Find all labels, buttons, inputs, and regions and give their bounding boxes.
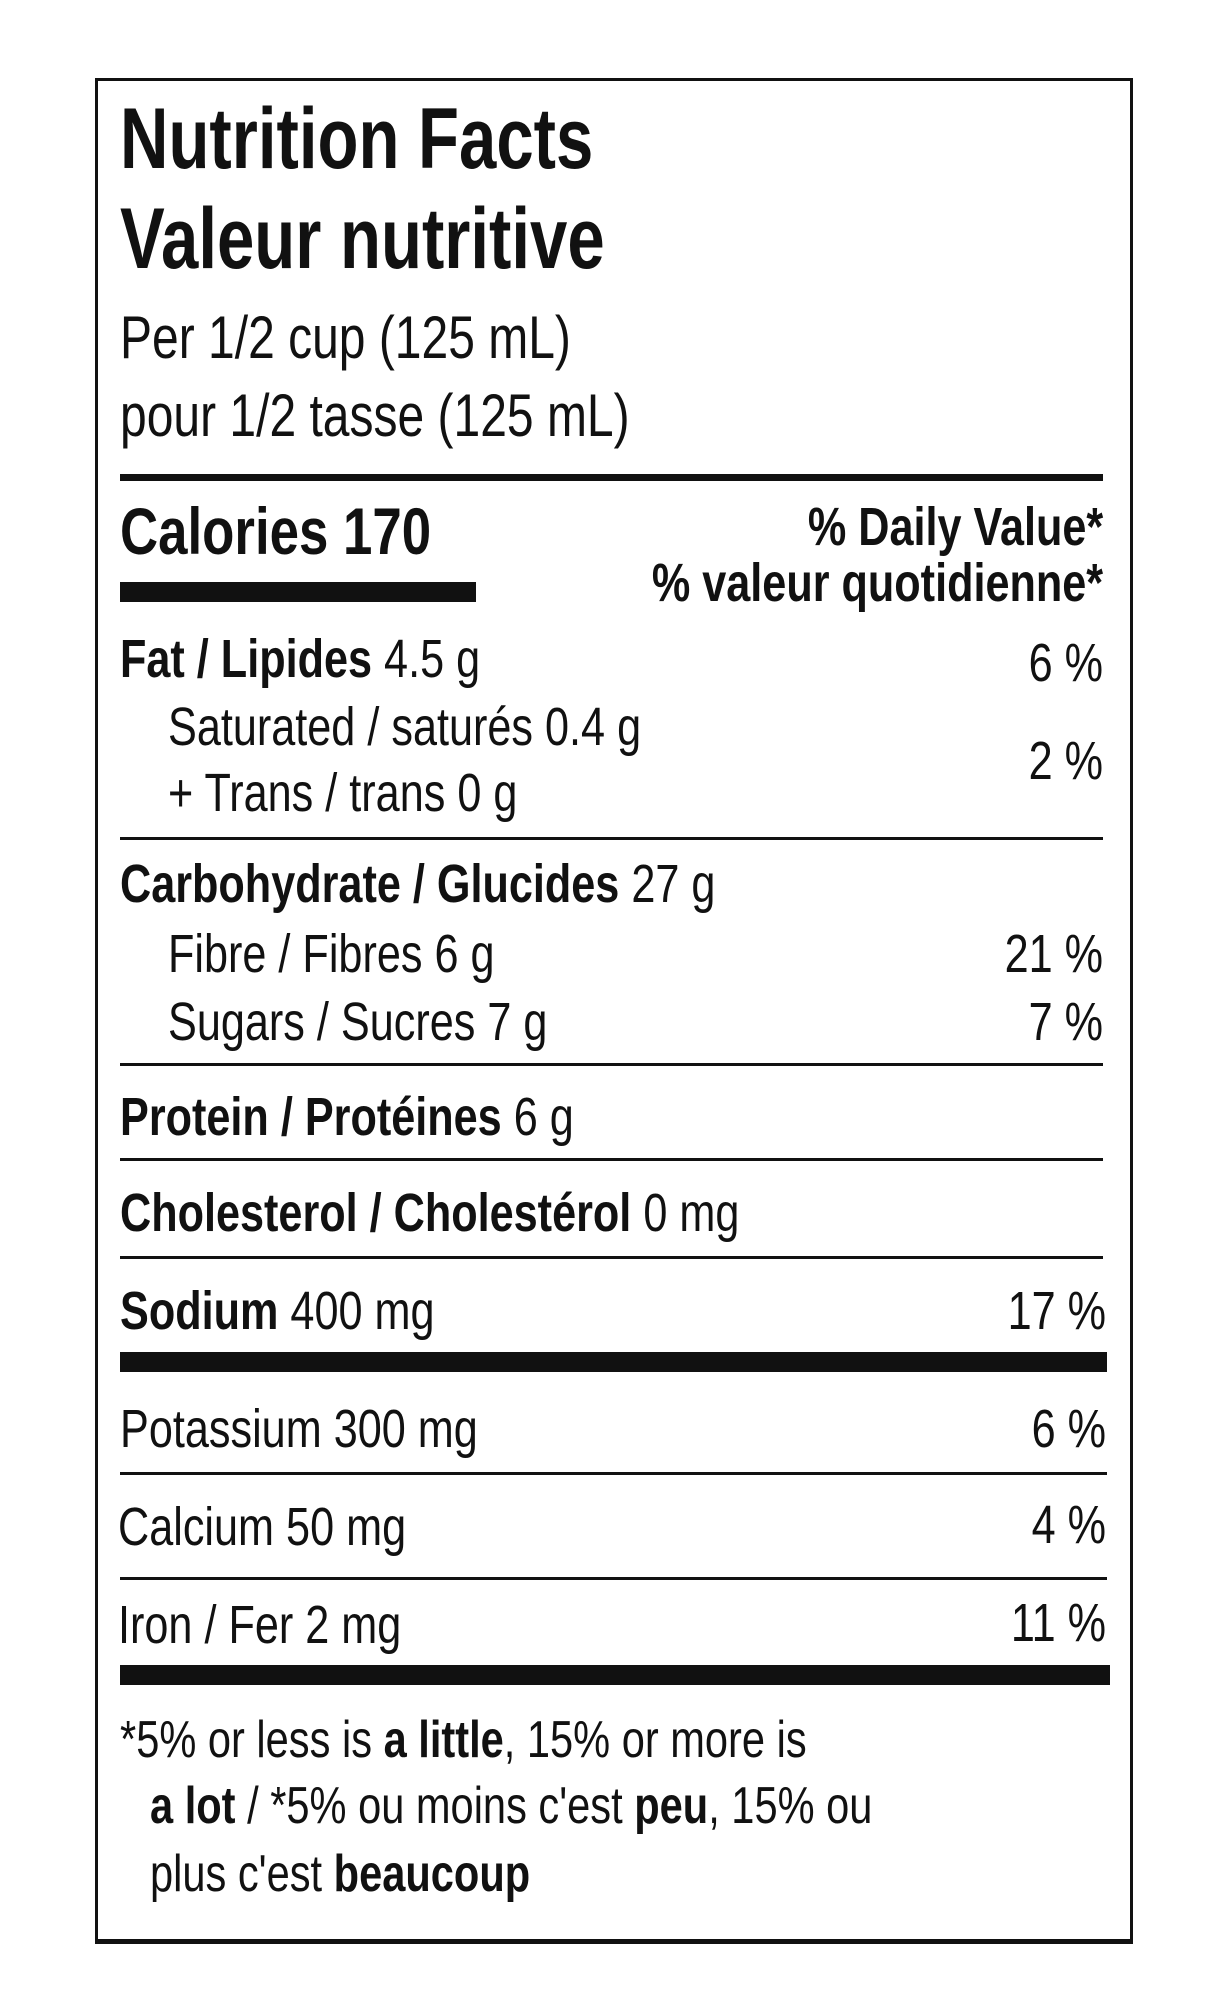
fat-row: Fat / Lipides 4.5 g — [120, 632, 480, 686]
saturated-label: Saturated / saturés — [168, 697, 534, 757]
divider — [120, 1472, 1107, 1475]
footnote-bold: beaucoup — [333, 1845, 531, 1903]
fat-dv: 6 % — [1028, 633, 1103, 693]
sodium-label: Sodium — [120, 1281, 279, 1341]
calories-value: 170 — [343, 494, 432, 568]
cholesterol-amount: 0 mg — [643, 1183, 740, 1243]
fat-amount: 4.5 g — [384, 629, 481, 689]
cholesterol-label: Cholesterol / Cholestérol — [120, 1183, 632, 1243]
potassium-label: Potassium — [120, 1399, 322, 1459]
fibre-amount: 6 g — [434, 924, 495, 984]
trans-row: + Trans / trans 0 g — [168, 766, 517, 820]
footnote-text: / *5% ou moins c'est — [235, 1777, 635, 1835]
footnote-line-2: a lot / *5% ou moins c'est peu, 15% ou — [150, 1780, 872, 1832]
daily-value-header-en: % Daily Value* — [807, 497, 1103, 557]
carbohydrate-row: Carbohydrate / Glucides 27 g — [120, 857, 715, 911]
iron-dv: 11 % — [1010, 1593, 1106, 1653]
potassium-row: Potassium 300 mg — [120, 1402, 478, 1456]
divider — [120, 1256, 1103, 1259]
divider-thick — [120, 1665, 1110, 1685]
potassium-amount: 300 mg — [333, 1399, 478, 1459]
calcium-dv: 4 % — [1031, 1495, 1106, 1555]
footnote-bold: a lot — [150, 1777, 236, 1835]
title-fr: Valeur nutritive — [120, 191, 605, 287]
sat-trans-dv: 2 % — [1028, 731, 1103, 791]
calories-label: Calories — [120, 494, 329, 568]
title-en: Nutrition Facts — [120, 91, 594, 187]
carbohydrate-label: Carbohydrate / Glucides — [120, 854, 620, 914]
serving-size-fr: pour 1/2 tasse (125 mL) — [120, 382, 630, 449]
potassium-dv: 6 % — [1031, 1399, 1106, 1459]
calories-row: Calories 170 — [120, 498, 431, 564]
footnote-text: , 15% ou — [708, 1777, 873, 1835]
sugars-amount: 7 g — [487, 992, 548, 1052]
daily-value-header-fr: % valeur quotidienne* — [651, 553, 1103, 613]
saturated-row: Saturated / saturés 0.4 g — [168, 700, 641, 754]
divider — [120, 837, 1103, 840]
trans-label: + Trans / trans — [168, 763, 446, 823]
sugars-label: Sugars / Sucres — [168, 992, 476, 1052]
footnote-line-1: *5% or less is a little, 15% or more is — [120, 1714, 807, 1766]
sodium-row: Sodium 400 mg — [120, 1284, 435, 1338]
divider — [120, 1158, 1103, 1161]
fibre-row: Fibre / Fibres 6 g — [168, 927, 495, 981]
protein-row: Protein / Protéines 6 g — [120, 1090, 574, 1144]
footnote-text: , 15% or more is — [503, 1711, 807, 1769]
trans-amount: 0 g — [457, 763, 518, 823]
protein-amount: 6 g — [513, 1087, 574, 1147]
fat-label: Fat / Lipides — [120, 629, 373, 689]
iron-label: Iron / Fer — [118, 1595, 294, 1655]
calcium-row: Calcium 50 mg — [118, 1500, 406, 1554]
footnote-text: plus c'est — [150, 1845, 334, 1903]
serving-size-en: Per 1/2 cup (125 mL) — [120, 304, 571, 371]
cholesterol-row: Cholesterol / Cholestérol 0 mg — [120, 1186, 739, 1240]
fibre-dv: 21 % — [1004, 924, 1103, 984]
calcium-label: Calcium — [118, 1497, 275, 1557]
footnote-bold: a little — [383, 1711, 504, 1769]
divider-thick — [120, 474, 1103, 481]
footnote-text: *5% or less is — [120, 1711, 384, 1769]
nutrition-label-border — [95, 78, 1133, 1944]
iron-row: Iron / Fer 2 mg — [118, 1598, 401, 1652]
footnote-bold: peu — [634, 1777, 709, 1835]
carbohydrate-amount: 27 g — [631, 854, 716, 914]
divider-thick — [120, 1352, 1107, 1372]
calories-bar — [120, 582, 476, 602]
fibre-label: Fibre / Fibres — [168, 924, 423, 984]
iron-amount: 2 mg — [305, 1595, 402, 1655]
footnote-line-3: plus c'est beaucoup — [150, 1848, 530, 1900]
calcium-amount: 50 mg — [286, 1497, 407, 1557]
sodium-dv: 17 % — [1007, 1281, 1106, 1341]
sugars-dv: 7 % — [1028, 992, 1103, 1052]
saturated-amount: 0.4 g — [545, 697, 642, 757]
sugars-row: Sugars / Sucres 7 g — [168, 995, 547, 1049]
divider — [120, 1577, 1107, 1580]
sodium-amount: 400 mg — [290, 1281, 435, 1341]
protein-label: Protein / Protéines — [120, 1087, 502, 1147]
divider — [120, 1063, 1103, 1066]
